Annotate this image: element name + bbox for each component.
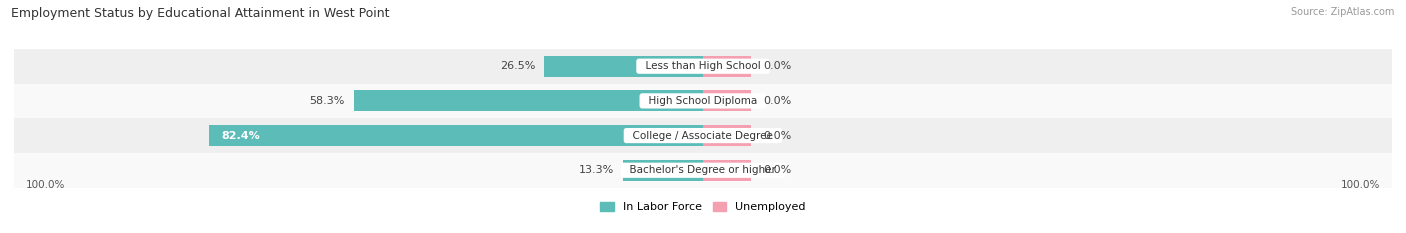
FancyBboxPatch shape <box>14 84 1392 118</box>
Bar <box>703 90 751 111</box>
Text: 0.0%: 0.0% <box>763 61 792 71</box>
Bar <box>703 160 751 181</box>
Text: Bachelor's Degree or higher: Bachelor's Degree or higher <box>623 165 783 175</box>
FancyBboxPatch shape <box>14 118 1392 153</box>
Text: 0.0%: 0.0% <box>763 130 792 140</box>
Text: Employment Status by Educational Attainment in West Point: Employment Status by Educational Attainm… <box>11 7 389 20</box>
Text: 100.0%: 100.0% <box>27 180 66 190</box>
FancyBboxPatch shape <box>14 153 1392 188</box>
Text: Less than High School: Less than High School <box>638 61 768 71</box>
Text: 0.0%: 0.0% <box>763 165 792 175</box>
Text: 0.0%: 0.0% <box>763 96 792 106</box>
FancyBboxPatch shape <box>14 49 1392 84</box>
Text: 13.3%: 13.3% <box>579 165 614 175</box>
Bar <box>544 56 703 77</box>
Text: 26.5%: 26.5% <box>501 61 536 71</box>
Text: 58.3%: 58.3% <box>309 96 344 106</box>
Bar <box>209 125 703 146</box>
Bar <box>703 125 751 146</box>
Text: Source: ZipAtlas.com: Source: ZipAtlas.com <box>1291 7 1395 17</box>
Text: College / Associate Degree: College / Associate Degree <box>626 130 780 140</box>
Bar <box>354 90 703 111</box>
Legend: In Labor Force, Unemployed: In Labor Force, Unemployed <box>600 202 806 212</box>
Text: 82.4%: 82.4% <box>221 130 260 140</box>
Bar <box>623 160 703 181</box>
Text: 100.0%: 100.0% <box>1340 180 1379 190</box>
Bar <box>703 56 751 77</box>
Text: High School Diploma: High School Diploma <box>643 96 763 106</box>
